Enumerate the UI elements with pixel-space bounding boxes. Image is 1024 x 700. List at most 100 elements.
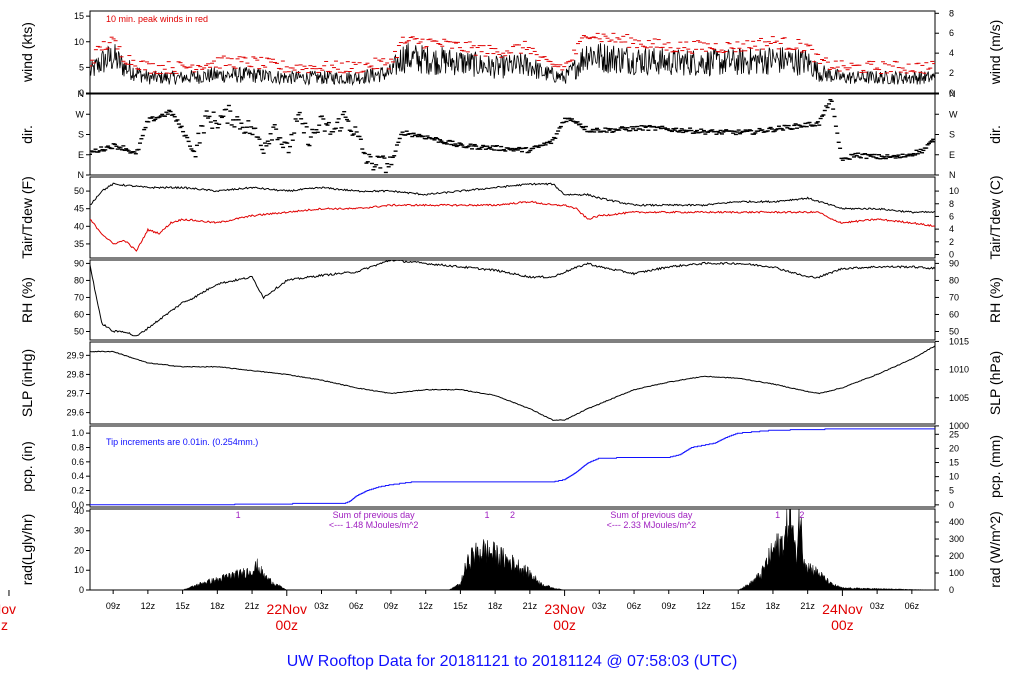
- day-time-label: 00z: [553, 617, 576, 633]
- day-date-label: 22Nov: [267, 601, 307, 617]
- day-marker-label: 1: [775, 510, 780, 520]
- day-sum-value: <--- 1.48 MJoules/m^2: [329, 520, 419, 530]
- time-tick-label: 03z: [870, 601, 885, 611]
- left-tick-label: 0: [79, 585, 84, 595]
- panel-frame: [89, 259, 936, 341]
- day-time-label: 00z: [831, 617, 854, 633]
- left-tick-label: 20: [74, 545, 84, 555]
- right-tick-label: 4: [949, 224, 954, 234]
- series-rh: [90, 260, 935, 337]
- right-tick-label: 6: [949, 211, 954, 221]
- panel-data: [90, 182, 935, 252]
- footer-title: UW Rooftop Data for 20181121 to 20181124…: [287, 653, 738, 670]
- series-tdew: [90, 200, 935, 252]
- right-tick-label: 0: [949, 500, 954, 510]
- right-tick-label: 70: [949, 292, 959, 302]
- panel-frame: [89, 341, 936, 425]
- left-tick-label: N: [78, 170, 85, 180]
- series-radiation: [90, 509, 935, 590]
- right-tick-label: 1010: [949, 365, 969, 375]
- left-tick-label: 10: [74, 565, 84, 575]
- time-tick-label: 12z: [141, 601, 156, 611]
- day-marker-label: 2: [510, 510, 515, 520]
- panel-data: [90, 32, 935, 86]
- left-tick-label: 29.9: [66, 350, 84, 360]
- right-tick-label: 8: [949, 8, 954, 18]
- time-tick-label: 15z: [175, 601, 190, 611]
- left-tick-label: 40: [74, 221, 84, 231]
- panel-frame: [89, 425, 936, 508]
- panel-slp: 29.6 29.7 29.8 29.9 1000 1005 1010 1015 SLP (inH…: [19, 336, 1003, 430]
- panel-annotation: Tip increments are 0.01in. (0.254mm.): [106, 437, 258, 447]
- left-tick-label: E: [78, 150, 84, 160]
- right-tick-label: 5: [949, 486, 954, 496]
- right-tick-label: 2: [949, 237, 954, 247]
- left-tick-label: 0.2: [71, 486, 84, 496]
- left-tick-label: 1.0: [71, 428, 84, 438]
- day-date-label: 24Nov: [822, 601, 862, 617]
- right-tick-label: E: [949, 150, 955, 160]
- left-tick-label: 30: [74, 526, 84, 536]
- time-tick-label: 09z: [662, 601, 677, 611]
- left-tick-label: N: [78, 89, 85, 99]
- right-tick-label: 15: [949, 458, 959, 468]
- series-wind-speed: [90, 43, 935, 86]
- right-tick-label: 90: [949, 258, 959, 268]
- time-tick-label: 06z: [905, 601, 920, 611]
- left-tick-label: 29.8: [66, 369, 84, 379]
- time-tick-label: 03z: [314, 601, 329, 611]
- time-tick-label: 06z: [627, 601, 642, 611]
- left-axis-label: SLP (inHg): [19, 349, 35, 417]
- left-tick-label: 90: [74, 258, 84, 268]
- right-tick-label: 50: [949, 326, 959, 336]
- day-time-label: 00z: [275, 617, 298, 633]
- left-tick-label: 29.7: [66, 388, 84, 398]
- panel-wind: 0 5 10 15 0 2 4 6 8 wind (kts) wind (m/s) 10 min. p…: [19, 8, 1003, 98]
- right-tick-label: 0: [949, 88, 954, 98]
- time-tick-label: 21z: [800, 601, 815, 611]
- right-tick-label: 1000: [949, 421, 969, 431]
- left-tick-label: 35: [74, 239, 84, 249]
- left-tick-label: 0: [79, 88, 84, 98]
- time-tick-label: 09z: [384, 601, 399, 611]
- right-tick-label: 10: [949, 186, 959, 196]
- right-tick-label: N: [949, 170, 956, 180]
- right-tick-label: 100: [949, 568, 964, 578]
- right-axis-label: wind (m/s): [987, 20, 1003, 86]
- right-tick-label: 1015: [949, 336, 969, 346]
- time-tick-label: 18z: [210, 601, 225, 611]
- right-tick-label: 2: [949, 68, 954, 78]
- panel-frame: [89, 176, 936, 259]
- left-tick-label: 10: [74, 37, 84, 47]
- left-axis-label: RH (%): [19, 277, 35, 323]
- left-axis-label: pcp. (in): [19, 441, 35, 492]
- left-tick-label: 0.6: [71, 457, 84, 467]
- day-sum-value: <--- 2.33 MJoules/m^2: [607, 520, 697, 530]
- left-tick-label: 45: [74, 204, 84, 214]
- series-pressure: [90, 345, 935, 422]
- left-tick-label: S: [78, 130, 84, 140]
- time-tick-label: 09z: [106, 601, 121, 611]
- panel-temp: 35 40 45 50 0 2 4 6 8 10 Tair/Tdew (F) Tair/Tdew (C…: [19, 175, 1003, 259]
- right-tick-label: 0: [949, 585, 954, 595]
- series-tair: [90, 182, 935, 214]
- day-time-label: z: [1, 617, 8, 633]
- panel-rh: 50 60 70 80 90 50 60 70 80 90 RH (%) RH (%): [19, 258, 1003, 341]
- time-tick-label: 15z: [731, 601, 746, 611]
- left-tick-label: 80: [74, 275, 84, 285]
- panel-data: [90, 345, 935, 422]
- left-axis-label: rad(Lgly/hr): [19, 514, 35, 586]
- panel-pcp: 0.0 0.2 0.4 0.6 0.8 1.0 0 5 10 15 20 25 pcp. (in) pcp…: [19, 425, 1003, 510]
- day-marker-label: 1: [485, 510, 490, 520]
- day-sum-title: Sum of previous day: [333, 510, 416, 520]
- panel-data: [90, 260, 935, 337]
- left-tick-label: 60: [74, 309, 84, 319]
- left-tick-label: 40: [74, 506, 84, 516]
- right-axis-label: pcp. (mm): [987, 435, 1003, 498]
- time-tick-label: 06z: [349, 601, 364, 611]
- right-tick-label: 25: [949, 429, 959, 439]
- day-marker-label: 2: [799, 510, 804, 520]
